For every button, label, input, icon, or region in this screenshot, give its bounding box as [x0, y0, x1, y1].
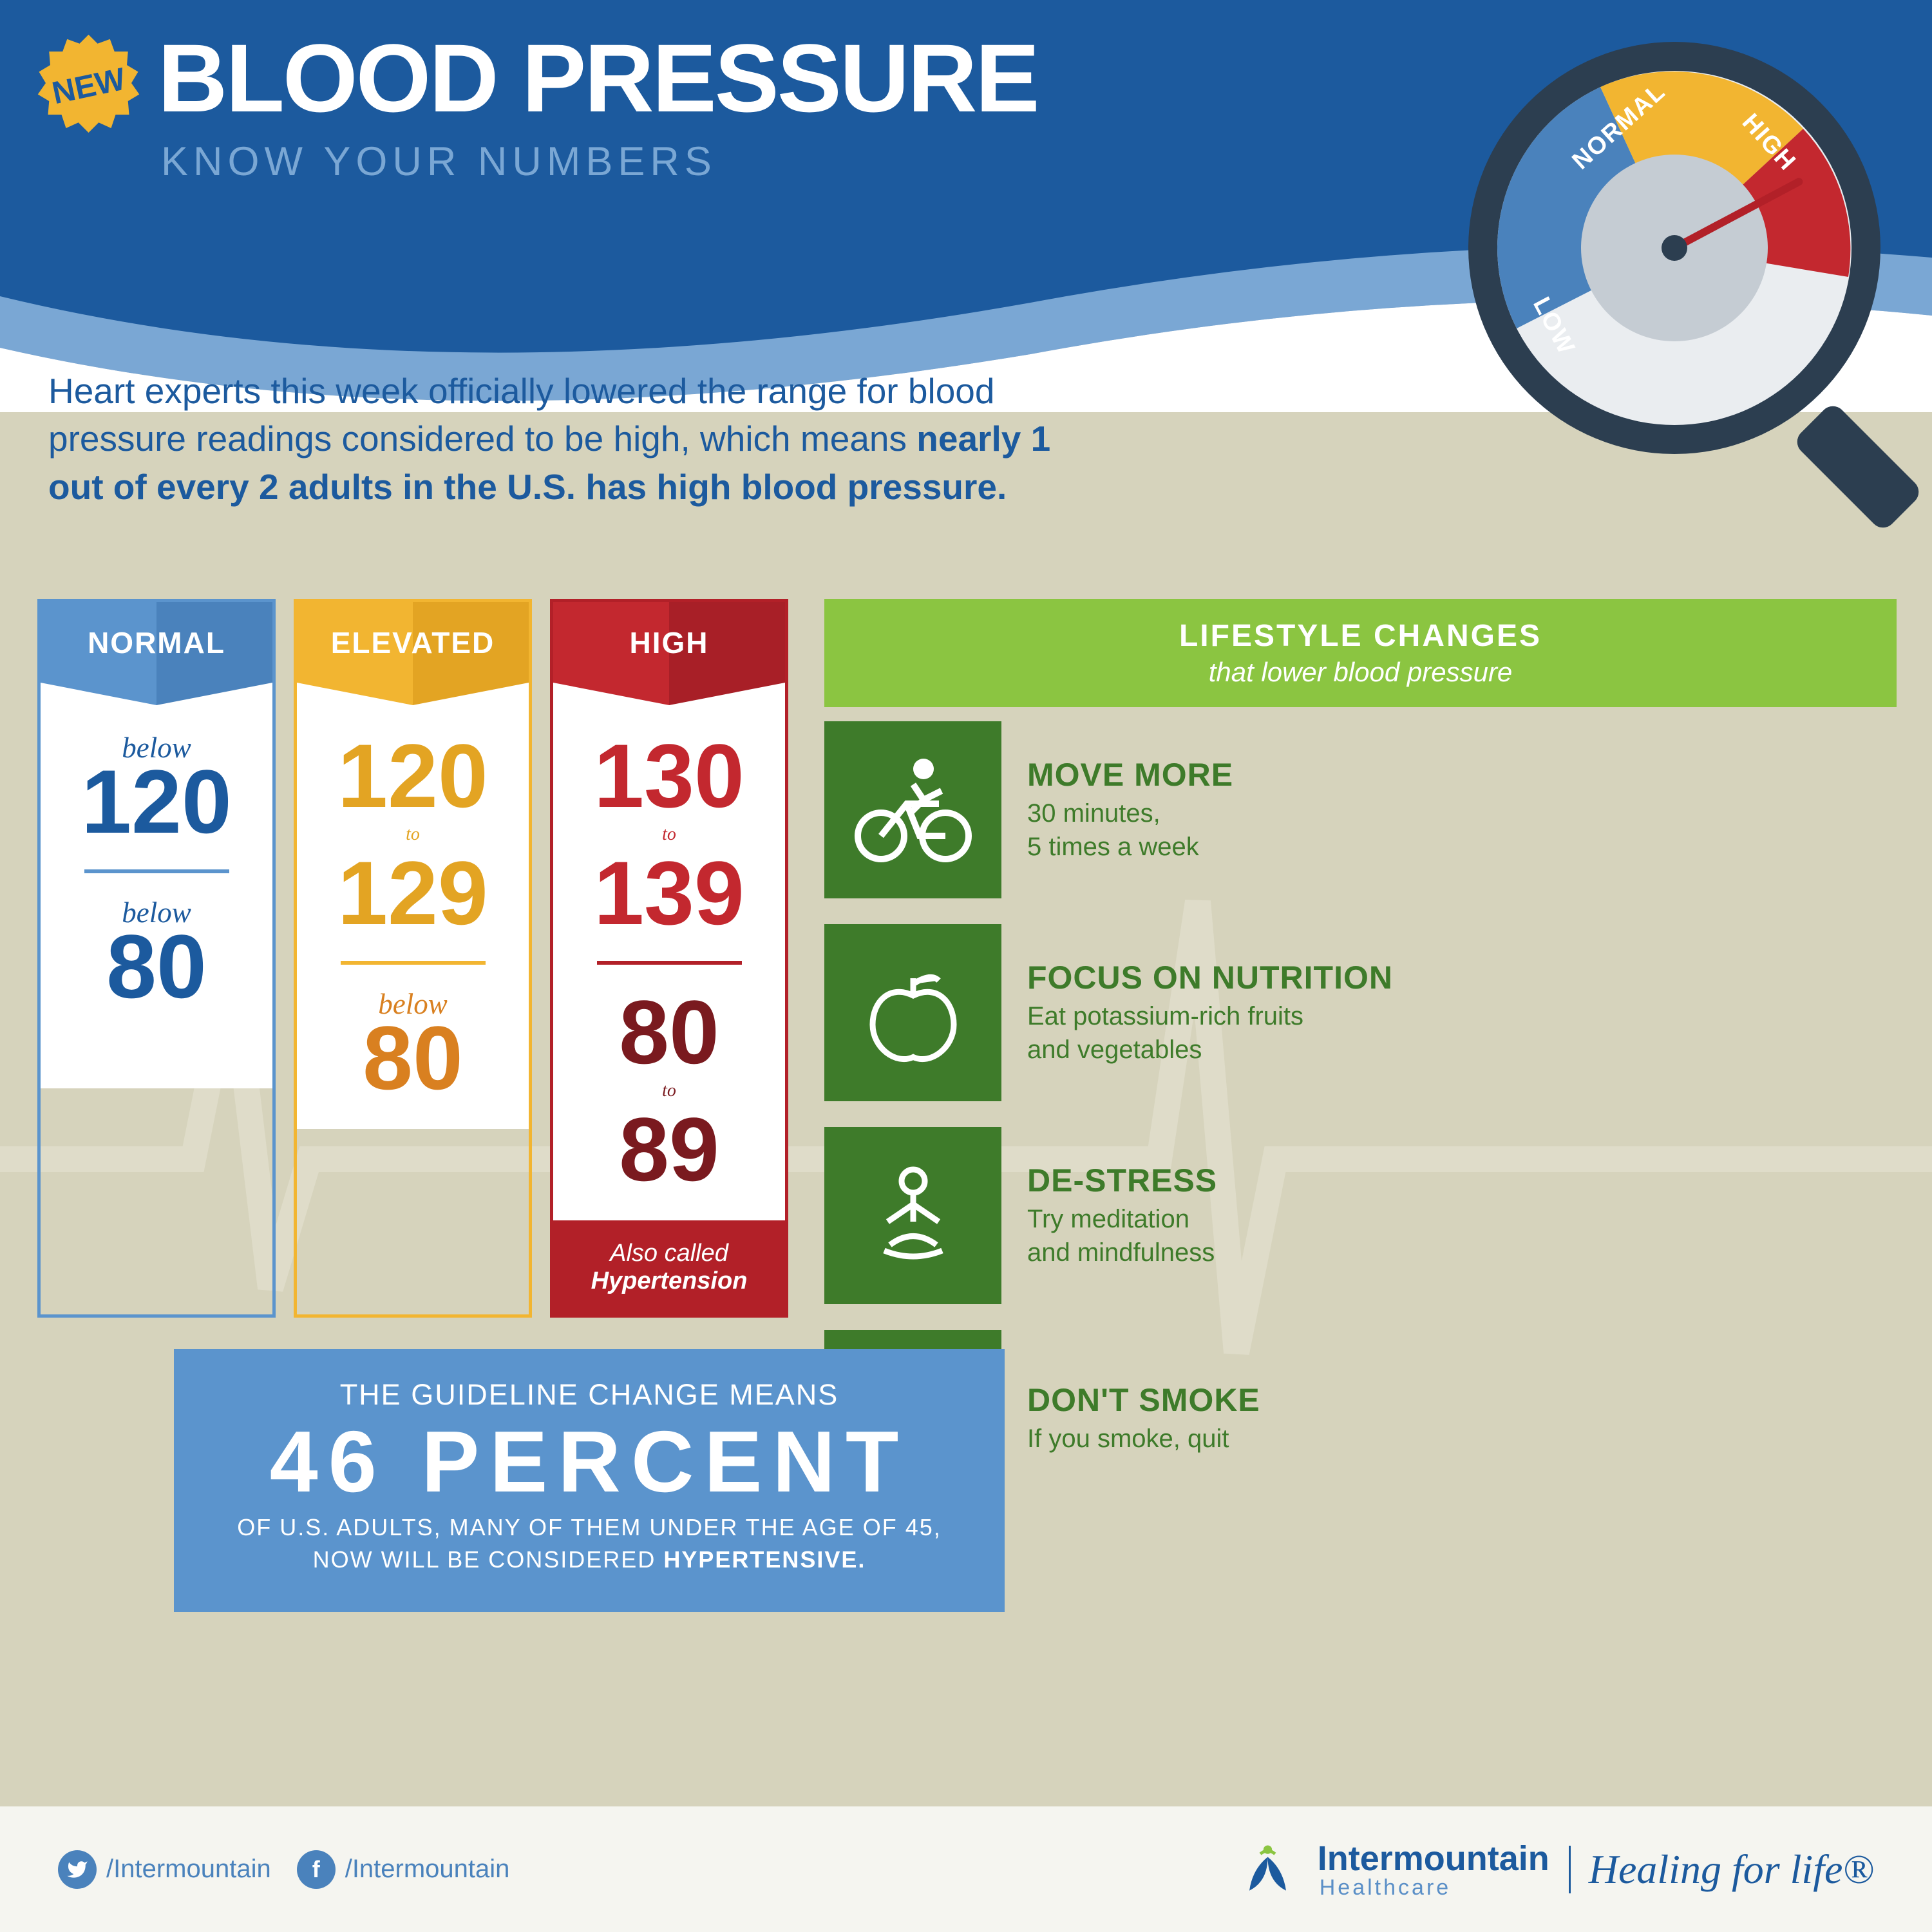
twitter-icon — [58, 1850, 97, 1889]
lifestyle-header: LIFESTYLE CHANGES that lower blood press… — [824, 599, 1897, 707]
life-item-nutrition: FOCUS ON NUTRITION Eat potassium-rich fr… — [824, 924, 1897, 1101]
bp-col-elevated: ELEVATED 120 to 129 below 80 — [294, 599, 532, 1318]
gauge: LOW NORMAL HIGH — [1468, 42, 1919, 506]
brand-tagline: Healing for life® — [1569, 1846, 1874, 1893]
col-head-high: HIGH — [553, 602, 785, 683]
brand-logo-icon — [1237, 1839, 1298, 1900]
meditate-icon — [824, 1127, 1001, 1304]
bp-columns: NORMAL below 120 below 80 ELEVATED 120 t… — [37, 599, 788, 1318]
guideline-box: THE GUIDELINE CHANGE MEANS 46 PERCENT OF… — [174, 1349, 1005, 1612]
twitter-link[interactable]: /Intermountain — [58, 1850, 271, 1889]
facebook-icon: f — [297, 1850, 336, 1889]
bp-col-high: HIGH 130 to 139 80 to 89 Also called Hyp… — [550, 599, 788, 1318]
life-item-move: MOVE MORE 30 minutes, 5 times a week — [824, 721, 1897, 898]
guideline-percent: 46 PERCENT — [196, 1418, 982, 1505]
gauge-handle — [1792, 401, 1924, 533]
guideline-line3: OF U.S. ADULTS, MANY OF THEM UNDER THE A… — [196, 1511, 982, 1577]
lifestyle-title: LIFESTYLE CHANGES — [850, 618, 1871, 654]
page-title: BLOOD PRESSURE — [158, 23, 1038, 134]
brand-sub: Healthcare — [1320, 1875, 1549, 1900]
col-head-normal: NORMAL — [41, 602, 272, 683]
apple-icon — [824, 924, 1001, 1101]
page-subtitle: KNOW YOUR NUMBERS — [161, 138, 717, 185]
hypertension-note: Also called Hypertension — [553, 1220, 785, 1314]
new-badge: NEW — [32, 29, 145, 142]
col-head-elevated: ELEVATED — [297, 602, 529, 683]
bp-col-normal: NORMAL below 120 below 80 — [37, 599, 276, 1318]
brand: Intermountain Healthcare Healing for lif… — [1237, 1839, 1874, 1900]
intro-text: Heart experts this week officially lower… — [48, 367, 1092, 511]
guideline-line1: THE GUIDELINE CHANGE MEANS — [196, 1378, 982, 1412]
gauge-pin — [1662, 235, 1687, 261]
facebook-link[interactable]: f /Intermountain — [297, 1850, 510, 1889]
lifestyle-subtitle: that lower blood pressure — [850, 657, 1871, 688]
life-item-destress: DE-STRESS Try meditation and mindfulness — [824, 1127, 1897, 1304]
footer: /Intermountain f /Intermountain Intermou… — [0, 1806, 1932, 1932]
social-links: /Intermountain f /Intermountain — [58, 1850, 509, 1889]
bike-icon — [824, 721, 1001, 898]
intro-pre: Heart experts this week officially lower… — [48, 371, 994, 459]
brand-name: Intermountain — [1318, 1839, 1549, 1879]
